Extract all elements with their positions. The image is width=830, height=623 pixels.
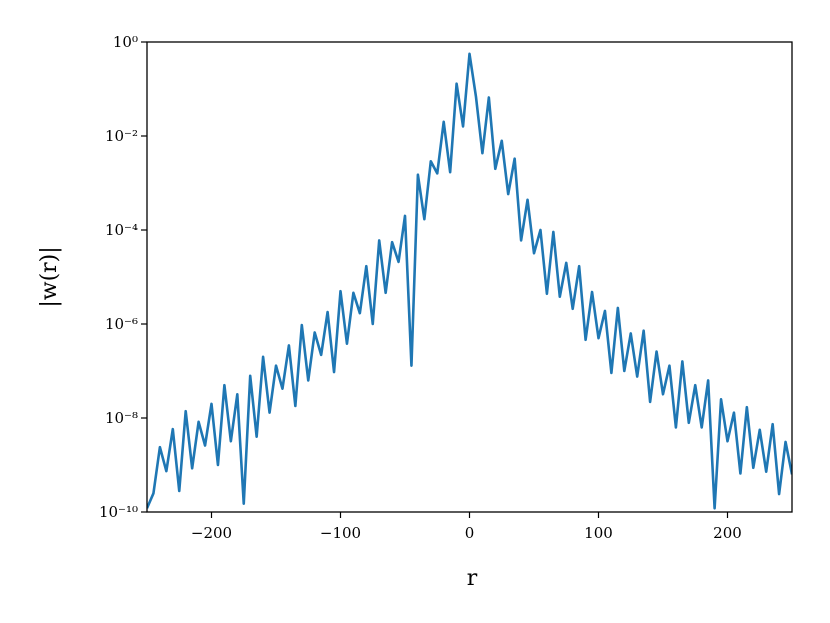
x-axis-label: r (467, 566, 478, 591)
y-tick-label: 10⁻⁴ (105, 221, 138, 239)
x-tick-label: 100 (584, 524, 613, 542)
x-tick-label: −200 (191, 524, 232, 542)
x-tick-label: 200 (713, 524, 742, 542)
y-tick-label: 10⁻⁸ (105, 409, 138, 427)
y-tick-label: 10⁻¹⁰ (99, 503, 138, 521)
x-tick-label: −100 (320, 524, 361, 542)
y-tick-label: 10⁻⁶ (105, 315, 138, 333)
data-line (147, 52, 792, 510)
y-tick-label: 10⁻² (105, 127, 138, 145)
y-tick-label: 10⁰ (113, 33, 138, 51)
y-axis-label: |w(r)| (37, 246, 62, 307)
plot-frame (146, 41, 793, 513)
x-tick-label: 0 (465, 524, 475, 542)
